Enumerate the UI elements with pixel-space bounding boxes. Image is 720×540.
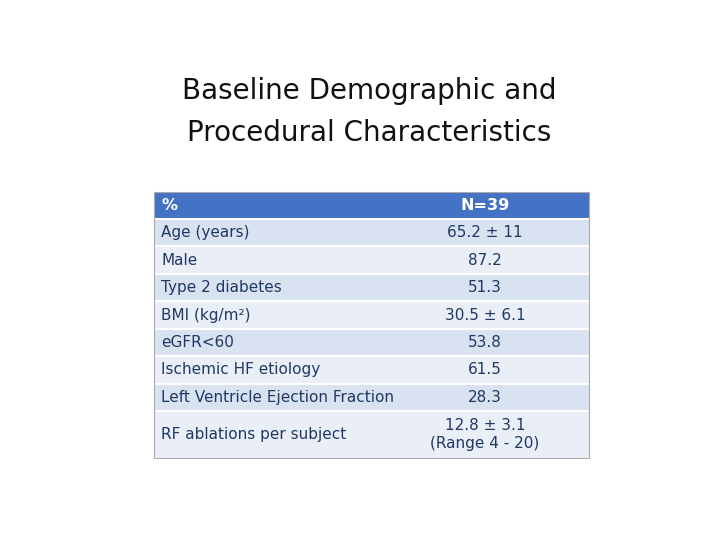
Text: Age (years): Age (years): [161, 225, 250, 240]
Text: N=39: N=39: [460, 198, 510, 213]
Text: 51.3: 51.3: [468, 280, 502, 295]
Text: %: %: [161, 198, 177, 213]
Text: BMI (kg/m²): BMI (kg/m²): [161, 308, 251, 322]
FancyBboxPatch shape: [154, 219, 590, 246]
Text: eGFR<60: eGFR<60: [161, 335, 234, 350]
FancyBboxPatch shape: [154, 246, 590, 274]
Text: 12.8 ± 3.1
(Range 4 - 20): 12.8 ± 3.1 (Range 4 - 20): [431, 418, 539, 450]
FancyBboxPatch shape: [154, 329, 590, 356]
Text: Type 2 diabetes: Type 2 diabetes: [161, 280, 282, 295]
Text: 53.8: 53.8: [468, 335, 502, 350]
FancyBboxPatch shape: [154, 192, 590, 219]
Text: Ischemic HF etiology: Ischemic HF etiology: [161, 362, 320, 377]
FancyBboxPatch shape: [154, 274, 590, 301]
FancyBboxPatch shape: [154, 356, 590, 383]
Text: Left Ventricle Ejection Fraction: Left Ventricle Ejection Fraction: [161, 390, 395, 405]
Text: Procedural Characteristics: Procedural Characteristics: [186, 119, 552, 147]
FancyBboxPatch shape: [154, 411, 590, 458]
FancyBboxPatch shape: [154, 383, 590, 411]
Text: 30.5 ± 6.1: 30.5 ± 6.1: [445, 308, 526, 322]
Text: 61.5: 61.5: [468, 362, 502, 377]
Text: Male: Male: [161, 253, 198, 268]
FancyBboxPatch shape: [154, 301, 590, 329]
Text: Baseline Demographic and: Baseline Demographic and: [181, 77, 557, 105]
Text: 87.2: 87.2: [468, 253, 502, 268]
Text: 28.3: 28.3: [468, 390, 502, 405]
Text: 65.2 ± 11: 65.2 ± 11: [447, 225, 523, 240]
Text: RF ablations per subject: RF ablations per subject: [161, 427, 346, 442]
